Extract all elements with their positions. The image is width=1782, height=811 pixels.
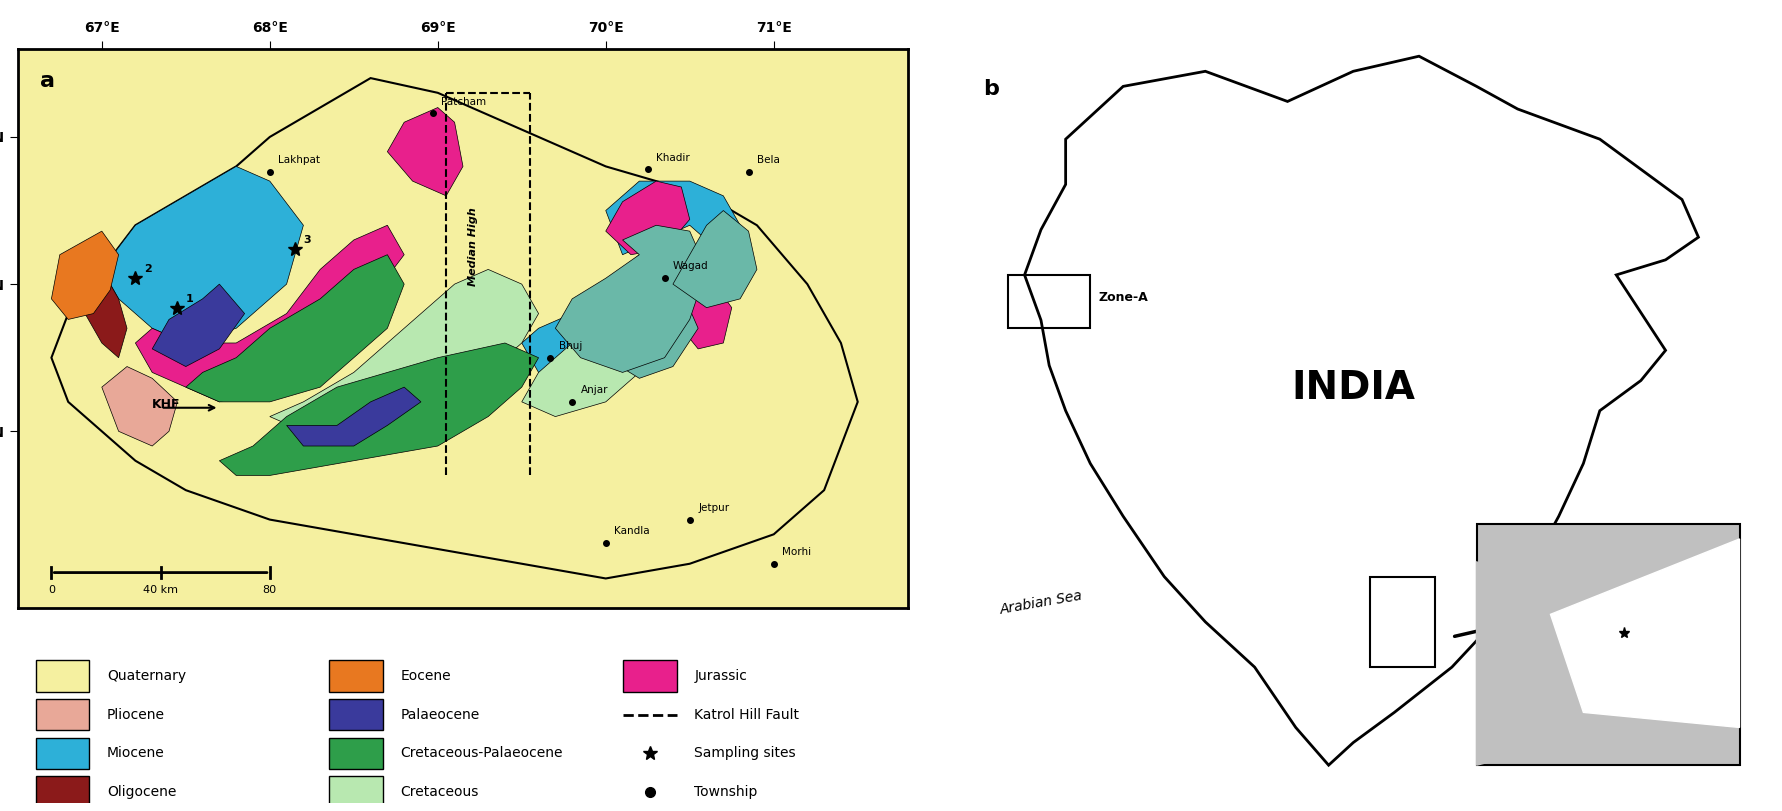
Text: INDIA: INDIA bbox=[1292, 369, 1415, 407]
Bar bbox=[36, 660, 89, 692]
Text: Katrol Hill Fault: Katrol Hill Fault bbox=[695, 707, 800, 722]
Text: 80: 80 bbox=[262, 586, 276, 595]
Text: 10D: 10D bbox=[1625, 644, 1645, 654]
Polygon shape bbox=[606, 290, 699, 378]
Bar bbox=[330, 660, 383, 692]
Text: 1: 1 bbox=[185, 294, 194, 304]
Bar bbox=[1477, 524, 1739, 766]
Polygon shape bbox=[556, 225, 706, 372]
Text: Jurassic: Jurassic bbox=[695, 669, 747, 683]
Text: 18°N: 18°N bbox=[1477, 544, 1500, 554]
Text: Township: Township bbox=[695, 785, 757, 800]
Polygon shape bbox=[606, 181, 740, 255]
Polygon shape bbox=[52, 231, 119, 320]
Polygon shape bbox=[102, 367, 178, 446]
Polygon shape bbox=[52, 78, 857, 578]
Text: Khadir: Khadir bbox=[656, 152, 690, 162]
Polygon shape bbox=[287, 387, 421, 446]
Text: Zone-B: Zone-B bbox=[1616, 547, 1666, 560]
Bar bbox=[624, 660, 677, 692]
Text: 14°N: 14°N bbox=[1477, 680, 1500, 689]
Text: 3B: 3B bbox=[1641, 625, 1655, 635]
Text: Bhuj: Bhuj bbox=[560, 341, 583, 351]
Text: 5C: 5C bbox=[1641, 607, 1655, 616]
Text: Wagad: Wagad bbox=[674, 261, 709, 272]
Text: Eocene: Eocene bbox=[401, 669, 451, 683]
Polygon shape bbox=[1550, 539, 1739, 727]
Text: 2: 2 bbox=[144, 264, 151, 274]
Polygon shape bbox=[1477, 561, 1600, 766]
Text: Palaeocene: Palaeocene bbox=[401, 707, 479, 722]
Text: Quaternary: Quaternary bbox=[107, 669, 185, 683]
Text: Median High: Median High bbox=[469, 208, 478, 286]
Text: Arabian Sea: Arabian Sea bbox=[998, 589, 1083, 617]
Polygon shape bbox=[102, 166, 303, 343]
Polygon shape bbox=[522, 255, 690, 387]
Polygon shape bbox=[185, 255, 405, 402]
Text: 0: 0 bbox=[48, 586, 55, 595]
Text: b: b bbox=[984, 79, 1000, 99]
Polygon shape bbox=[387, 108, 463, 195]
Text: Kandla: Kandla bbox=[615, 526, 650, 536]
Text: 80°E: 80°E bbox=[1490, 753, 1513, 763]
Text: Miocene: Miocene bbox=[107, 746, 164, 761]
Polygon shape bbox=[522, 314, 640, 417]
Text: Morhi: Morhi bbox=[782, 547, 811, 557]
Text: Lakhpat: Lakhpat bbox=[278, 156, 321, 165]
Polygon shape bbox=[219, 343, 538, 475]
Text: Zone-A: Zone-A bbox=[1098, 291, 1148, 304]
Text: Oligocene: Oligocene bbox=[107, 785, 176, 800]
Polygon shape bbox=[606, 181, 690, 255]
Text: Cretaceous: Cretaceous bbox=[401, 785, 479, 800]
Text: Patcham: Patcham bbox=[442, 97, 486, 106]
Text: Anjar: Anjar bbox=[581, 385, 608, 395]
Bar bbox=[1009, 275, 1091, 328]
Bar bbox=[330, 699, 383, 731]
Text: a: a bbox=[39, 71, 55, 91]
Text: 40 km: 40 km bbox=[143, 586, 178, 595]
Bar bbox=[36, 776, 89, 809]
Bar bbox=[1370, 577, 1436, 667]
Bar bbox=[36, 699, 89, 731]
Text: 16°N: 16°N bbox=[1477, 611, 1500, 622]
Text: Bay of Bengal: Bay of Bengal bbox=[1575, 549, 1673, 580]
Text: 82°E: 82°E bbox=[1604, 753, 1629, 763]
Text: Pliocene: Pliocene bbox=[107, 707, 166, 722]
Text: KHF: KHF bbox=[151, 397, 180, 410]
Polygon shape bbox=[151, 284, 244, 367]
Bar bbox=[330, 737, 383, 770]
Bar bbox=[36, 737, 89, 770]
Text: Jetpur: Jetpur bbox=[699, 503, 729, 513]
Polygon shape bbox=[269, 269, 538, 431]
Polygon shape bbox=[86, 269, 127, 358]
Polygon shape bbox=[674, 211, 757, 307]
Text: Sampling sites: Sampling sites bbox=[695, 746, 797, 761]
Text: Bela: Bela bbox=[757, 156, 781, 165]
Bar bbox=[330, 776, 383, 809]
Polygon shape bbox=[135, 225, 405, 402]
Polygon shape bbox=[1025, 56, 1698, 766]
Text: 3: 3 bbox=[303, 235, 312, 245]
Polygon shape bbox=[681, 284, 732, 349]
Text: Cretaceous-Palaeocene: Cretaceous-Palaeocene bbox=[401, 746, 563, 761]
